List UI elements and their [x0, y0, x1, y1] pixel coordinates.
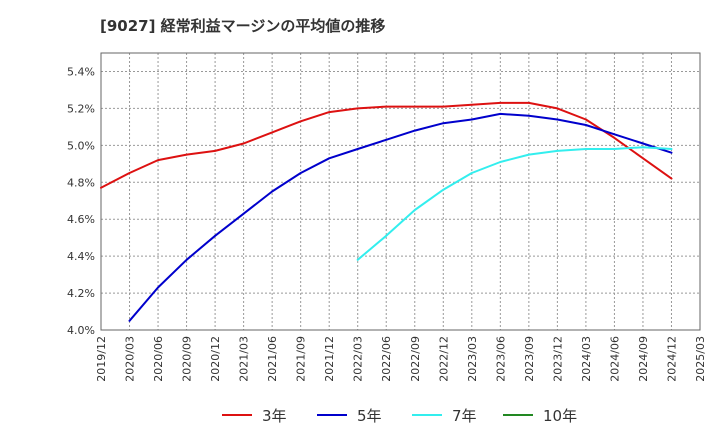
x-tick-label: 2023/12	[551, 336, 564, 382]
x-tick-label: 2025/03	[694, 336, 707, 382]
x-tick-label: 2019/12	[95, 336, 108, 382]
x-tick-label: 2020/09	[181, 336, 194, 382]
y-tick-label: 4.6%	[67, 213, 95, 226]
y-tick-label: 5.0%	[67, 139, 95, 152]
legend-swatch	[222, 414, 252, 416]
y-tick-label: 5.2%	[67, 102, 95, 115]
legend-label: 5年	[357, 407, 382, 425]
x-tick-label: 2023/09	[523, 336, 536, 382]
legend-label: 3年	[262, 407, 287, 425]
x-tick-label: 2020/12	[209, 336, 222, 382]
x-tick-label: 2021/09	[295, 336, 308, 382]
y-tick-label: 4.0%	[67, 324, 95, 337]
x-tick-label: 2023/03	[466, 336, 479, 382]
x-tick-label: 2022/06	[380, 336, 393, 382]
y-tick-label: 5.4%	[67, 65, 95, 78]
legend: 3年 5年 7年 10年	[0, 404, 720, 426]
legend-label: 7年	[452, 407, 477, 425]
y-tick-label: 4.2%	[67, 287, 95, 300]
x-tick-label: 2022/12	[437, 336, 450, 382]
y-tick-label: 4.4%	[67, 250, 95, 263]
x-tick-label: 2021/06	[266, 336, 279, 382]
x-tick-label: 2023/06	[494, 336, 507, 382]
x-tick-label: 2024/09	[637, 336, 650, 382]
series-line	[100, 101, 673, 189]
x-tick-label: 2024/12	[665, 336, 678, 382]
plot-area	[101, 53, 700, 330]
series-line	[356, 146, 673, 261]
legend-label: 10年	[543, 407, 578, 425]
series-line	[128, 112, 673, 322]
x-tick-label: 2024/03	[580, 336, 593, 382]
legend-swatch	[503, 414, 533, 416]
x-tick-label: 2020/06	[152, 336, 165, 382]
x-tick-label: 2022/09	[409, 336, 422, 382]
x-tick-label: 2021/03	[238, 336, 251, 382]
x-tick-label: 2020/03	[124, 336, 137, 382]
x-tick-label: 2024/06	[608, 336, 621, 382]
legend-swatch	[317, 414, 347, 416]
plot-border	[100, 52, 701, 331]
x-tick-label: 2021/12	[323, 336, 336, 382]
legend-swatch	[412, 414, 442, 416]
chart-title: [9027] 経常利益マージンの平均値の推移	[100, 17, 386, 35]
y-tick-label: 4.8%	[67, 176, 95, 189]
x-tick-label: 2022/03	[352, 336, 365, 382]
